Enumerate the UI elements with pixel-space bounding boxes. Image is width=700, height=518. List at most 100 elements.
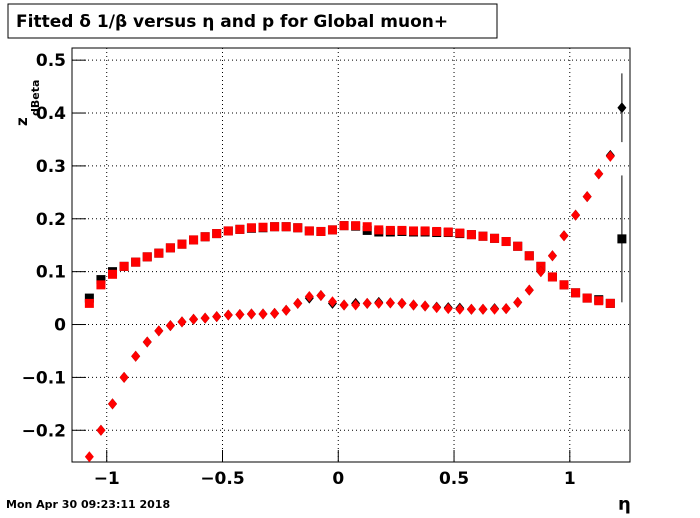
square-marker xyxy=(108,269,118,279)
square-marker xyxy=(270,222,280,232)
diamond-marker xyxy=(96,424,106,436)
diamond-marker xyxy=(177,316,187,328)
square-marker xyxy=(443,227,453,237)
square-marker xyxy=(235,224,245,234)
square-marker xyxy=(501,237,511,247)
diamond-marker xyxy=(270,307,280,319)
diamond-marker xyxy=(385,297,395,309)
diamond-marker xyxy=(490,303,500,315)
diamond-marker xyxy=(559,230,569,242)
diamond-marker xyxy=(351,299,361,311)
diamond-marker xyxy=(605,150,615,162)
diamond-marker xyxy=(420,300,430,312)
diamond-marker xyxy=(582,191,592,203)
title-box xyxy=(7,3,498,39)
diamond-marker xyxy=(478,303,488,315)
diamond-marker xyxy=(212,311,222,323)
square-marker xyxy=(374,225,384,235)
diamond-marker xyxy=(536,266,546,278)
diamond-marker xyxy=(281,304,291,316)
y-axis-label: z xyxy=(13,117,31,126)
diamond-marker xyxy=(223,309,233,321)
diamond-marker xyxy=(513,296,523,308)
diamond-marker xyxy=(374,297,384,309)
chart-title: Fitted δ 1/β versus η and p for Global m… xyxy=(16,12,448,32)
diamond-marker xyxy=(547,250,557,262)
y-tick-label: 0 xyxy=(54,316,66,336)
square-marker xyxy=(189,235,199,245)
square-marker xyxy=(385,225,395,235)
square-marker xyxy=(165,243,175,253)
square-marker xyxy=(524,251,534,261)
square-marker xyxy=(466,230,476,240)
x-tick-label: −1 xyxy=(94,469,120,489)
timestamp: Mon Apr 30 09:23:11 2018 xyxy=(6,498,170,511)
diamond-marker xyxy=(119,371,129,383)
diamond-marker xyxy=(142,336,152,348)
y-tick-label: 0.4 xyxy=(36,104,66,124)
square-marker xyxy=(304,226,314,236)
square-marker xyxy=(293,223,303,233)
plot-frame xyxy=(71,47,631,463)
diamond-marker xyxy=(304,291,314,303)
diamond-marker xyxy=(200,312,210,324)
square-marker xyxy=(316,226,326,236)
y-axis-label-group: z dBeta xyxy=(13,80,42,126)
square-marker xyxy=(594,296,604,306)
diamond-marker xyxy=(108,398,118,410)
diamond-marker xyxy=(316,289,326,301)
square-marker xyxy=(200,232,210,242)
square-marker xyxy=(617,234,627,244)
diamond-marker xyxy=(409,299,419,311)
square-marker xyxy=(490,233,500,243)
y-tick-label: 0.1 xyxy=(36,263,66,283)
square-marker xyxy=(119,261,129,271)
diamond-marker xyxy=(524,284,534,296)
square-marker xyxy=(177,239,187,249)
square-marker xyxy=(246,223,256,233)
diamond-marker xyxy=(293,297,303,309)
y-tick-label: −0.2 xyxy=(22,421,66,441)
diamond-marker xyxy=(443,303,453,315)
x-axis-label: η xyxy=(618,494,631,514)
square-marker xyxy=(455,228,465,238)
diamond-marker xyxy=(327,296,337,308)
x-tick-label: 0 xyxy=(332,469,344,489)
diamond-marker xyxy=(258,308,268,320)
square-marker xyxy=(362,222,372,232)
square-marker xyxy=(212,229,222,239)
x-tick-label: −0.5 xyxy=(200,469,244,489)
diamond-marker xyxy=(455,303,465,315)
diamond-marker xyxy=(131,350,141,362)
y-tick-label: −0.1 xyxy=(22,368,66,388)
y-axis-label-sub: dBeta xyxy=(29,80,42,116)
diamond-marker xyxy=(432,302,442,314)
square-marker xyxy=(420,226,430,236)
y-tick-label: 0.2 xyxy=(36,210,66,230)
diamond-marker xyxy=(466,303,476,315)
square-marker xyxy=(223,226,233,236)
square-marker xyxy=(327,225,337,235)
square-marker xyxy=(513,241,523,251)
square-marker xyxy=(84,298,94,308)
diamond-marker xyxy=(339,299,349,311)
diamond-marker xyxy=(154,325,164,337)
square-marker xyxy=(154,248,164,258)
square-marker xyxy=(96,275,106,285)
square-marker xyxy=(397,225,407,235)
diamond-marker xyxy=(501,303,511,315)
diamond-marker xyxy=(362,297,372,309)
square-marker xyxy=(351,221,361,231)
diamond-marker xyxy=(189,313,199,325)
diamond-marker xyxy=(246,308,256,320)
diamond-marker xyxy=(235,308,245,320)
square-marker xyxy=(281,222,291,232)
y-tick-label: 0.3 xyxy=(36,157,66,177)
x-tick-label: 0.5 xyxy=(439,469,469,489)
square-marker xyxy=(605,298,615,308)
diamond-marker xyxy=(397,297,407,309)
y-tick-label: 0.5 xyxy=(36,51,66,71)
square-marker xyxy=(478,231,488,241)
square-marker xyxy=(96,280,106,290)
square-marker xyxy=(131,257,141,267)
